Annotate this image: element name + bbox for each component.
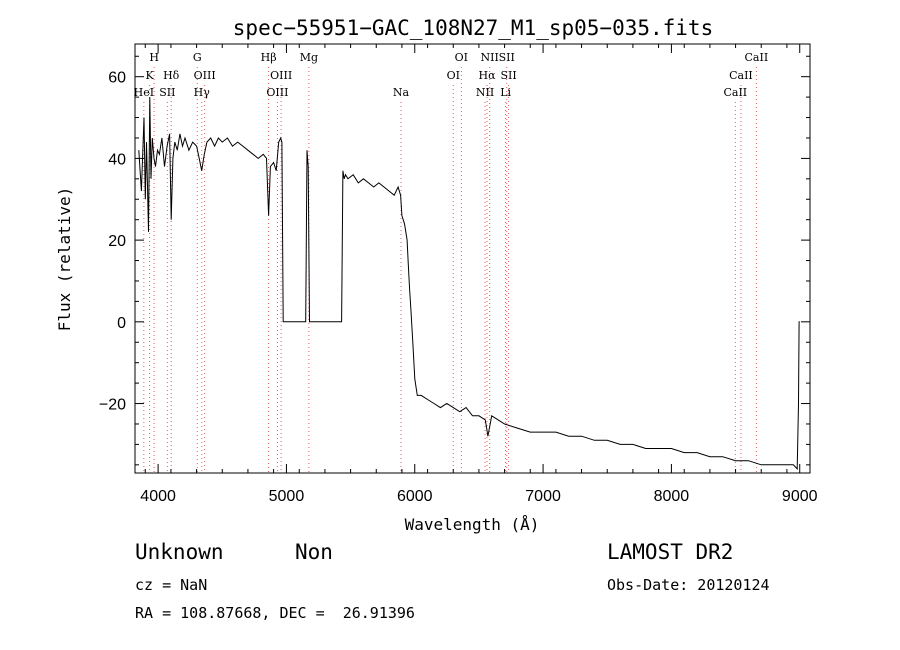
x-tick-label: 9000	[782, 488, 818, 505]
spectral-line-label: NII	[481, 51, 499, 64]
x-tick-label: 6000	[397, 488, 433, 505]
spectral-line-label: H	[149, 51, 159, 64]
spectral-line-label: Hβ	[261, 51, 277, 64]
spectral-line-label: Hγ	[194, 86, 211, 99]
subclass-label: Non	[295, 540, 333, 564]
plot-frame	[134, 43, 811, 474]
spectral-line-label: K	[146, 69, 155, 82]
spectral-line-label: Mg	[300, 51, 318, 64]
spectral-line-label: HeI	[134, 86, 154, 99]
spectral-line-label: OI	[447, 69, 460, 82]
obs-date-label: Obs-Date: 20120124	[607, 576, 770, 594]
coordinates-label: RA = 108.87668, DEC = 26.91396	[135, 604, 415, 622]
spectral-line-label: OIII	[270, 69, 292, 82]
x-tick-label: 5000	[269, 488, 305, 505]
y-tick-label: 40	[108, 151, 126, 168]
spectrum-series	[138, 97, 800, 471]
spectral-line-label: Hδ	[163, 69, 180, 82]
x-tick-label: 7000	[525, 488, 561, 505]
y-axis-label: Flux (relative)	[55, 187, 74, 332]
redshift-label: cz = NaN	[135, 576, 208, 594]
chart-title: spec−55951−GAC_108N27_M1_sp05−035.fits	[233, 16, 713, 40]
y-tick-label: 0	[117, 315, 126, 332]
spectral-line-label: OIII	[266, 86, 288, 99]
survey-label: LAMOST DR2	[607, 540, 734, 564]
axis-ticks: 4000 5000 6000 7000 8000 9000 −20 0 20 40 60	[99, 44, 818, 505]
spectral-line-label: NII	[476, 86, 494, 99]
y-tick-label: 60	[108, 70, 126, 87]
spectral-line-label: OIII	[194, 69, 216, 82]
spectral-line-label: CaII	[723, 86, 747, 99]
x-tick-label: 8000	[654, 488, 690, 505]
y-tick-label: −20	[99, 397, 126, 414]
spectral-line-label: CaII	[729, 69, 753, 82]
spectral-line-label: SII	[499, 51, 515, 64]
spectral-line-label: Li	[500, 86, 511, 99]
spectral-line-label: CaII	[745, 51, 769, 64]
spectral-line-label: G	[193, 51, 202, 64]
y-tick-label: 20	[108, 233, 126, 250]
classification-label: Unknown	[135, 540, 224, 564]
spectrum-line	[138, 97, 800, 471]
spectral-line-label: OI	[455, 51, 468, 64]
x-axis-label: Wavelength (Å)	[405, 515, 540, 534]
spectral-line-label: SII	[159, 86, 175, 99]
spectral-line-label: Na	[393, 86, 410, 99]
x-tick-label: 4000	[140, 488, 176, 505]
spectral-line-label: Hα	[478, 69, 496, 82]
spectral-line-markers: HK HeI Hδ SII G OIII Hγ Hβ OIII OIII Mg Na OI OI NII Hα…	[134, 51, 769, 473]
spectral-line-label: SII	[500, 69, 516, 82]
